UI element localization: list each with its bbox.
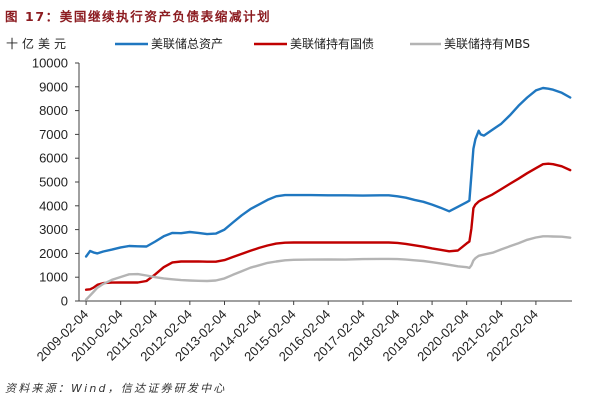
y-tick-label: 7000 <box>39 127 68 142</box>
y-tick-label: 3000 <box>39 222 68 237</box>
y-tick-label: 8000 <box>39 103 68 118</box>
y-axis-ticks: 0 1000 2000 3000 4000 5000 6000 7000 8000 9000 100… <box>32 56 79 309</box>
legend-label-total-assets: 美联储总资产 <box>151 36 223 51</box>
y-tick-label: 5000 <box>39 175 68 190</box>
series-line-mbs <box>84 235 572 301</box>
y-tick-label: 6000 <box>39 151 68 166</box>
figure-title: 图 17：美国继续执行资产负债表缩减计划 <box>5 9 272 24</box>
plot-lines <box>84 86 572 301</box>
x-axis-ticks: 2009-02-042010-02-042011-02-042012-02-04… <box>34 301 541 364</box>
y-tick-label: 0 <box>61 294 68 309</box>
y-unit-label: 十亿美元 <box>6 36 70 51</box>
series-line-treasuries <box>84 162 572 291</box>
x-axis: 2009-02-042010-02-042011-02-042012-02-04… <box>34 300 572 364</box>
legend-item-treasuries: 美联储持有国债 <box>254 36 374 51</box>
y-tick-label: 1000 <box>39 270 68 285</box>
y-tick-label: 2000 <box>39 246 68 261</box>
legend-item-total-assets: 美联储总资产 <box>115 36 223 51</box>
y-axis: 0 1000 2000 3000 4000 5000 6000 7000 8000 9000 100… <box>32 56 80 309</box>
y-tick-label: 10000 <box>32 56 68 71</box>
y-tick-label: 4000 <box>39 198 68 213</box>
legend-label-mbs: 美联储持有MBS <box>444 36 530 51</box>
legend-label-treasuries: 美联储持有国债 <box>290 36 374 51</box>
y-tick-label: 9000 <box>39 79 68 94</box>
legend-item-mbs: 美联储持有MBS <box>410 36 530 51</box>
series-line-total-assets <box>84 86 572 258</box>
legend: 美联储总资产 美联储持有国债 美联储持有MBS <box>115 36 530 51</box>
figure-source-note: 资料来源：Wind，信达证券研发中心 <box>5 382 227 395</box>
